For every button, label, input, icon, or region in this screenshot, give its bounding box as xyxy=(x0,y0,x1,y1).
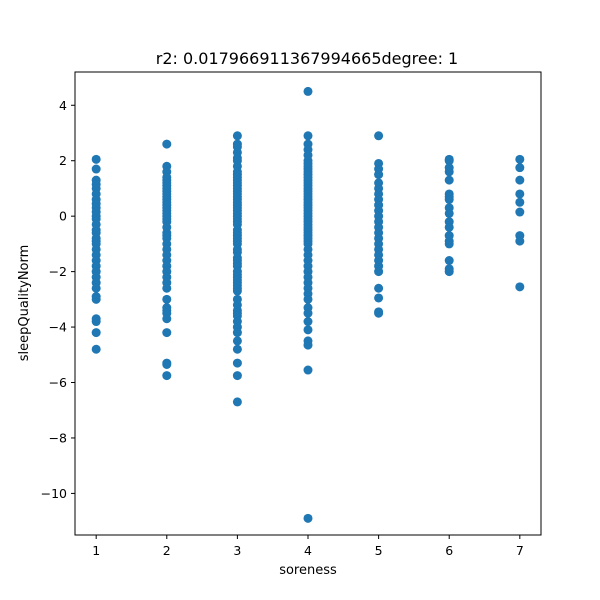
y-tick-label: 2 xyxy=(59,153,67,168)
data-point xyxy=(374,131,384,141)
data-point xyxy=(515,236,525,246)
chart-title: r2: 0.017966911367994665degree: 1 xyxy=(156,49,458,68)
data-point xyxy=(374,170,384,180)
data-point xyxy=(374,293,384,303)
data-point xyxy=(515,282,525,292)
x-tick-label: 4 xyxy=(304,543,312,558)
y-tick-label: 0 xyxy=(59,209,67,224)
data-point xyxy=(444,156,454,166)
data-point xyxy=(444,256,454,266)
data-point xyxy=(303,325,313,335)
data-point xyxy=(303,317,313,327)
y-tick-label: −8 xyxy=(49,430,67,445)
data-point xyxy=(162,294,172,304)
y-axis-ticks: 4 2 0 −2 −4 −6 −8 −10 xyxy=(41,98,75,501)
data-point xyxy=(374,283,384,293)
data-point xyxy=(444,195,454,205)
data-point xyxy=(444,167,454,177)
x-axis-ticks: 1 2 3 4 5 6 7 xyxy=(92,535,524,558)
data-point xyxy=(91,344,101,354)
data-point xyxy=(232,344,242,354)
data-point xyxy=(91,294,101,304)
data-point xyxy=(444,208,454,218)
x-tick-label: 2 xyxy=(163,543,171,558)
data-point xyxy=(91,154,101,164)
data-point xyxy=(303,340,313,350)
y-tick-label: −10 xyxy=(41,486,67,501)
y-tick-label: −4 xyxy=(49,320,67,335)
data-point xyxy=(303,365,313,375)
data-point xyxy=(444,267,454,277)
data-point xyxy=(444,239,454,249)
data-point xyxy=(162,328,172,338)
data-point xyxy=(232,336,242,346)
data-point xyxy=(232,131,242,141)
data-point xyxy=(303,131,313,141)
data-point xyxy=(303,308,313,318)
x-tick-label: 3 xyxy=(233,543,241,558)
data-point xyxy=(515,207,525,217)
data-point xyxy=(232,328,242,338)
data-point xyxy=(162,139,172,149)
data-point xyxy=(232,371,242,381)
data-point xyxy=(374,267,384,277)
x-tick-label: 7 xyxy=(516,543,524,558)
data-point xyxy=(162,283,172,293)
data-point xyxy=(303,294,313,304)
y-tick-label: −6 xyxy=(49,375,67,390)
x-tick-label: 6 xyxy=(445,543,453,558)
data-points xyxy=(91,86,525,523)
data-point xyxy=(162,371,172,381)
data-point xyxy=(91,164,101,174)
x-axis-label: soreness xyxy=(279,563,337,578)
data-point xyxy=(232,286,242,296)
data-point xyxy=(162,359,172,369)
data-point xyxy=(515,175,525,185)
data-point xyxy=(303,513,313,523)
data-point xyxy=(162,314,172,324)
data-point xyxy=(91,317,101,327)
data-point xyxy=(91,328,101,338)
data-point xyxy=(91,283,101,293)
data-point xyxy=(515,163,525,173)
data-point xyxy=(232,397,242,407)
data-point xyxy=(444,222,454,232)
data-point xyxy=(303,86,313,96)
data-point xyxy=(515,189,525,199)
data-point xyxy=(232,358,242,368)
x-tick-label: 1 xyxy=(92,543,100,558)
y-tick-label: 4 xyxy=(59,98,67,113)
y-axis-label: sleepQualityNorm xyxy=(17,245,32,362)
data-point xyxy=(515,197,525,207)
data-point xyxy=(374,308,384,318)
x-tick-label: 5 xyxy=(375,543,383,558)
data-point xyxy=(444,175,454,185)
data-point xyxy=(515,154,525,164)
y-tick-label: −2 xyxy=(49,264,67,279)
